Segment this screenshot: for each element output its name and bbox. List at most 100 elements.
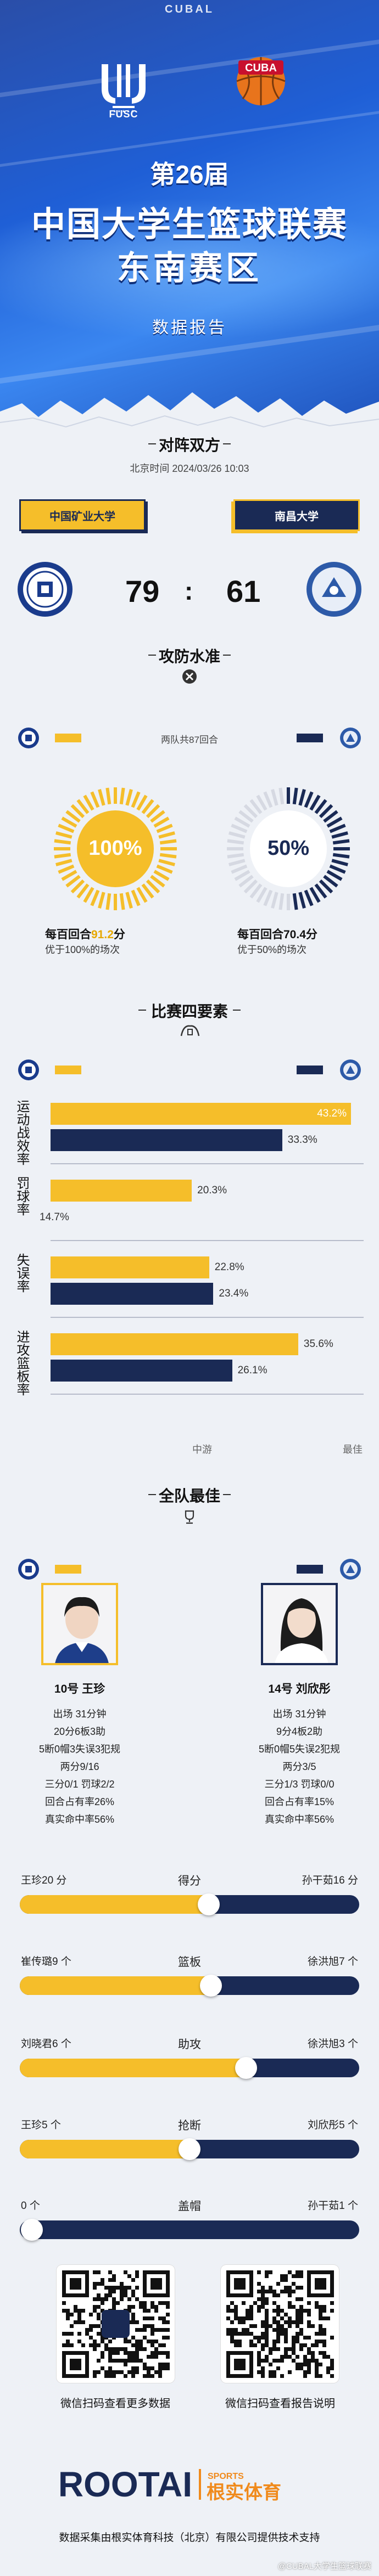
ring-tick bbox=[83, 794, 94, 811]
player-stat-line: 5断0帽5失误2犯规 bbox=[258, 1744, 341, 1755]
team-left-mini-emblem bbox=[18, 1559, 39, 1580]
qr-module bbox=[315, 2366, 319, 2370]
qr-module bbox=[97, 2297, 101, 2301]
qr-module bbox=[249, 2309, 253, 2313]
qr-code-more-data[interactable] bbox=[57, 2265, 175, 2383]
qr-module bbox=[265, 2355, 269, 2359]
qr-module bbox=[135, 2320, 139, 2324]
qr-module bbox=[124, 2351, 127, 2355]
ring-tick bbox=[278, 893, 285, 910]
qr-module bbox=[272, 2301, 276, 2305]
qr-module bbox=[97, 2370, 101, 2374]
qr-module bbox=[143, 2363, 147, 2366]
qr-module bbox=[135, 2297, 139, 2301]
qr-module bbox=[131, 2374, 135, 2378]
qr-module bbox=[120, 2297, 124, 2301]
qr-module bbox=[97, 2293, 101, 2297]
qr-module bbox=[127, 2351, 131, 2355]
ring-tick bbox=[58, 864, 75, 874]
qr-module bbox=[265, 2313, 269, 2316]
qr-module bbox=[261, 2374, 265, 2378]
qr-module bbox=[292, 2340, 296, 2343]
ring-tick bbox=[298, 789, 306, 806]
qr-module bbox=[242, 2320, 246, 2324]
team-right-color-key bbox=[297, 734, 323, 742]
qr-module bbox=[303, 2363, 307, 2366]
qr-module bbox=[97, 2305, 101, 2309]
qr-module bbox=[272, 2343, 276, 2347]
qr-module bbox=[70, 2324, 74, 2328]
ring-tick bbox=[141, 883, 154, 899]
player-stat-line: 回合占有率15% bbox=[264, 1796, 335, 1807]
qr-module bbox=[112, 2305, 116, 2309]
ring-tick bbox=[292, 787, 298, 805]
qr-module bbox=[249, 2305, 253, 2309]
qr-finder bbox=[234, 2278, 246, 2290]
qr-module bbox=[112, 2370, 116, 2374]
qr-module bbox=[261, 2336, 265, 2340]
qr-module bbox=[326, 2370, 330, 2374]
qr-module bbox=[249, 2324, 253, 2328]
qr-module bbox=[154, 2328, 158, 2332]
qr-module bbox=[108, 2293, 112, 2297]
qr-module bbox=[139, 2359, 143, 2363]
qr-module bbox=[97, 2313, 101, 2316]
qr-module bbox=[307, 2309, 311, 2313]
qr-module bbox=[238, 2332, 242, 2336]
qr-module bbox=[311, 2324, 315, 2328]
team-right-color-key bbox=[297, 1565, 323, 1574]
qr-module bbox=[307, 2336, 311, 2340]
qr-code-report-info[interactable] bbox=[221, 2265, 339, 2383]
leader-left: 0 个 bbox=[21, 2200, 40, 2212]
qr-module bbox=[108, 2278, 112, 2282]
qr-module bbox=[127, 2359, 131, 2363]
qr-module bbox=[307, 2359, 311, 2363]
qr-module bbox=[120, 2347, 124, 2351]
qr-module bbox=[124, 2363, 127, 2366]
qr-module bbox=[97, 2282, 101, 2286]
qr-module bbox=[242, 2316, 246, 2320]
qr-module bbox=[108, 2359, 112, 2363]
ring-tick bbox=[98, 892, 105, 909]
qr-module bbox=[319, 2309, 322, 2313]
cuba-logo-text: CUBA bbox=[245, 62, 277, 74]
qr-module bbox=[104, 2286, 108, 2290]
qr-module bbox=[276, 2324, 280, 2328]
qr-module bbox=[66, 2343, 70, 2347]
qr-module bbox=[143, 2316, 147, 2320]
ring-tick bbox=[90, 889, 100, 906]
qr-module bbox=[284, 2328, 288, 2332]
qr-module bbox=[280, 2316, 284, 2320]
ring-tick bbox=[227, 839, 244, 845]
qr-module bbox=[322, 2328, 326, 2332]
qr-module bbox=[234, 2343, 238, 2347]
qr-module bbox=[265, 2340, 269, 2343]
ring-tick bbox=[105, 893, 112, 910]
ring-tick bbox=[227, 853, 244, 859]
ring-tick bbox=[136, 794, 148, 811]
qr-module bbox=[151, 2366, 154, 2370]
qr-module bbox=[269, 2370, 272, 2374]
qr-module bbox=[315, 2305, 319, 2309]
factor-value-right: 23.4% bbox=[219, 1288, 249, 1299]
qr-module bbox=[154, 2347, 158, 2351]
qr-module bbox=[269, 2286, 272, 2290]
ring-tick bbox=[131, 791, 141, 808]
qr-module bbox=[292, 2359, 296, 2363]
qr-module bbox=[124, 2374, 127, 2378]
qr-module bbox=[108, 2351, 112, 2355]
compare-bar-fill bbox=[20, 2140, 190, 2158]
player-stat-line: 回合占有率26% bbox=[44, 1796, 115, 1807]
qr-module bbox=[269, 2290, 272, 2293]
qr-module bbox=[230, 2332, 234, 2336]
qr-module bbox=[280, 2328, 284, 2332]
qr-module bbox=[284, 2278, 288, 2282]
qr-module bbox=[120, 2282, 124, 2286]
qr-module bbox=[104, 2374, 108, 2378]
qr-module bbox=[135, 2366, 139, 2370]
ring-center bbox=[77, 810, 154, 887]
ring-tick bbox=[309, 887, 321, 903]
qr-module bbox=[230, 2328, 234, 2332]
qr-module bbox=[101, 2297, 104, 2301]
qr-module bbox=[112, 2374, 116, 2378]
